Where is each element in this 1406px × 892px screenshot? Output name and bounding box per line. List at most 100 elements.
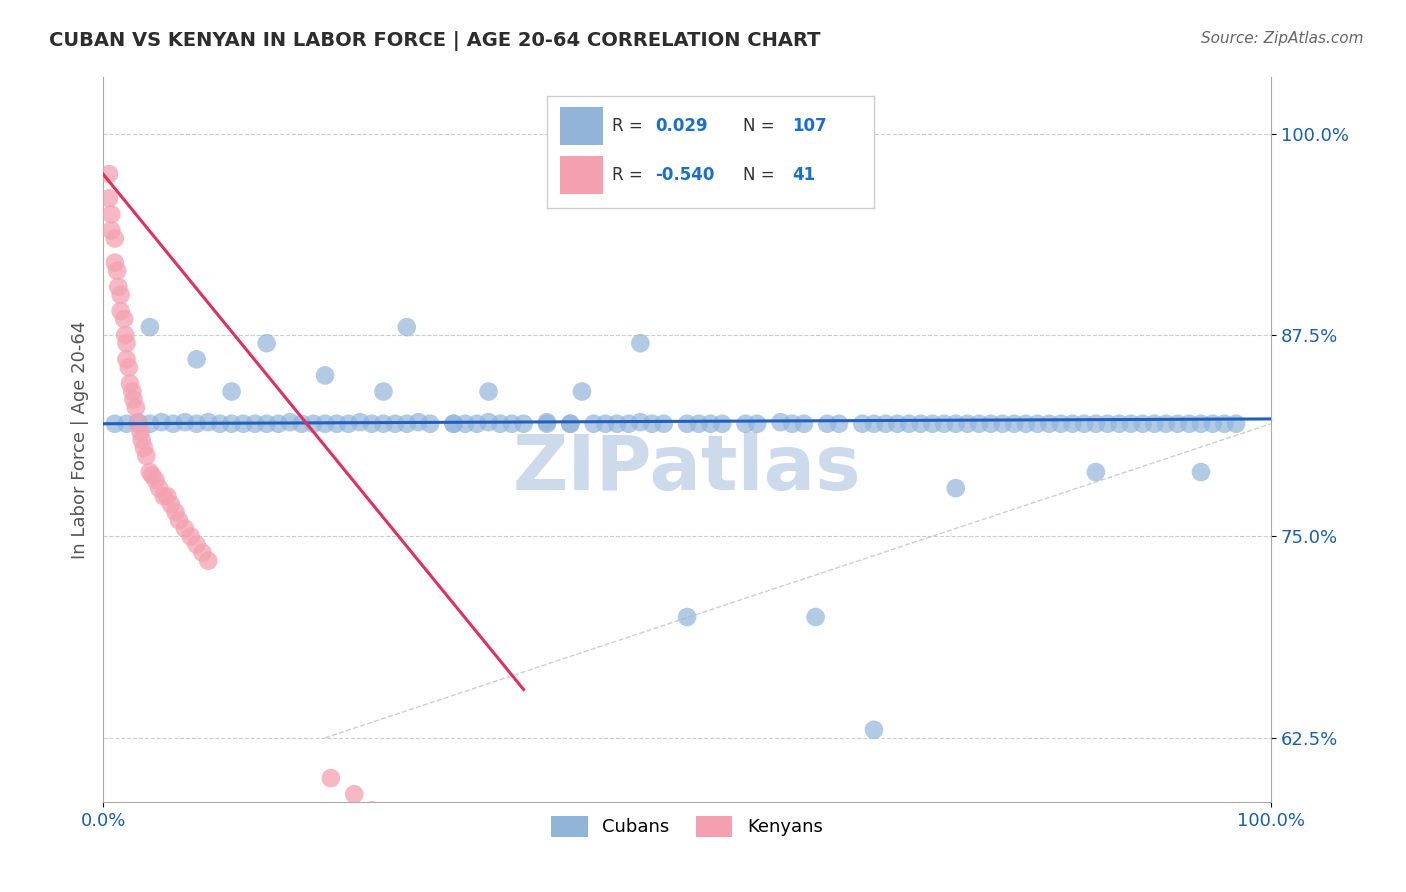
Point [112, 312, 135, 326]
Point [197, 554, 219, 568]
Point [221, 384, 243, 399]
Point [1225, 417, 1247, 431]
Point [967, 417, 990, 431]
Point [121, 384, 143, 399]
Point [1143, 417, 1166, 431]
Point [1073, 417, 1095, 431]
Point [1062, 417, 1084, 431]
Point [921, 417, 943, 431]
Point [373, 417, 395, 431]
Point [118, 376, 141, 391]
Point [606, 417, 628, 431]
Point [208, 417, 231, 431]
Point [100, 207, 122, 221]
Point [863, 723, 886, 737]
Point [628, 415, 651, 429]
Point [278, 415, 301, 429]
Point [536, 415, 558, 429]
Point [129, 425, 152, 439]
Point [628, 336, 651, 351]
Point [267, 417, 290, 431]
Point [1050, 417, 1073, 431]
Text: Source: ZipAtlas.com: Source: ZipAtlas.com [1201, 31, 1364, 46]
Point [851, 417, 873, 431]
Point [104, 231, 127, 245]
Point [115, 417, 138, 431]
Point [595, 417, 617, 431]
Point [104, 255, 127, 269]
Point [153, 489, 176, 503]
Point [536, 417, 558, 431]
Point [1119, 417, 1142, 431]
Point [688, 417, 710, 431]
Text: CUBAN VS KENYAN IN LABOR FORCE | AGE 20-64 CORRELATION CHART: CUBAN VS KENYAN IN LABOR FORCE | AGE 20-… [49, 31, 821, 51]
Point [477, 384, 499, 399]
Point [165, 505, 187, 519]
Point [115, 352, 138, 367]
Point [104, 417, 127, 431]
Point [110, 304, 132, 318]
Point [582, 417, 605, 431]
Point [408, 415, 430, 429]
Point [886, 417, 908, 431]
Point [173, 521, 195, 535]
Point [384, 417, 406, 431]
Point [360, 417, 382, 431]
Point [232, 417, 254, 431]
Point [419, 417, 441, 431]
Point [1084, 417, 1107, 431]
Point [1108, 417, 1130, 431]
Text: ZIPatlas: ZIPatlas [513, 432, 862, 506]
Point [343, 787, 366, 801]
Point [465, 417, 488, 431]
Point [1189, 417, 1212, 431]
Point [127, 415, 149, 429]
Point [443, 417, 465, 431]
Point [980, 417, 1002, 431]
Point [747, 417, 769, 431]
Point [956, 417, 979, 431]
Point [110, 288, 132, 302]
Point [105, 264, 128, 278]
Point [148, 481, 170, 495]
Point [125, 401, 148, 415]
Point [945, 481, 967, 495]
Point [107, 280, 129, 294]
Point [780, 417, 803, 431]
Point [139, 417, 162, 431]
Point [180, 529, 202, 543]
Point [115, 336, 138, 351]
Point [98, 191, 121, 205]
Point [676, 610, 699, 624]
Point [512, 417, 534, 431]
Point [1132, 417, 1154, 431]
Point [139, 320, 162, 334]
Point [141, 468, 163, 483]
Point [319, 771, 342, 785]
Point [360, 803, 382, 817]
Legend: Cubans, Kenyans: Cubans, Kenyans [544, 809, 830, 844]
Point [815, 417, 838, 431]
Point [186, 417, 208, 431]
Point [863, 417, 886, 431]
Point [221, 417, 243, 431]
Point [118, 360, 141, 375]
Point [139, 465, 162, 479]
Point [1213, 417, 1236, 431]
Point [167, 513, 190, 527]
Point [337, 417, 360, 431]
Point [145, 473, 167, 487]
Point [769, 415, 792, 429]
Point [932, 417, 955, 431]
Point [256, 417, 278, 431]
Point [1015, 417, 1038, 431]
Point [291, 417, 314, 431]
Point [793, 417, 815, 431]
Point [945, 417, 967, 431]
Point [156, 489, 179, 503]
Point [150, 415, 173, 429]
Point [1002, 417, 1025, 431]
Point [100, 223, 122, 237]
Point [1084, 465, 1107, 479]
Point [395, 417, 418, 431]
